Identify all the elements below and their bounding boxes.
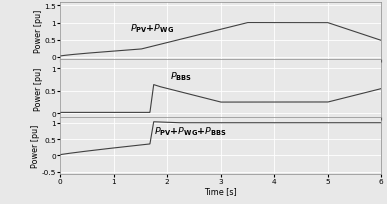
Y-axis label: Power [pu]: Power [pu] [34,67,43,110]
X-axis label: Time [s]: Time [s] [204,186,237,195]
Text: $\mathbf{\mathit{P}_{BBS}}$: $\mathbf{\mathit{P}_{BBS}}$ [170,70,192,82]
Text: $\mathbf{\mathit{P}_{PV}}$+$\mathbf{\mathit{P}_{WG}}$: $\mathbf{\mathit{P}_{PV}}$+$\mathbf{\mat… [130,22,174,34]
Y-axis label: Power [pu]: Power [pu] [34,10,43,53]
Y-axis label: Power [pu]: Power [pu] [31,124,40,167]
Text: $\mathbf{\mathit{P}_{PV}}$+$\mathbf{\mathit{P}_{WG}}$+$\mathbf{\mathit{P}_{BBS}}: $\mathbf{\mathit{P}_{PV}}$+$\mathbf{\mat… [154,125,226,137]
